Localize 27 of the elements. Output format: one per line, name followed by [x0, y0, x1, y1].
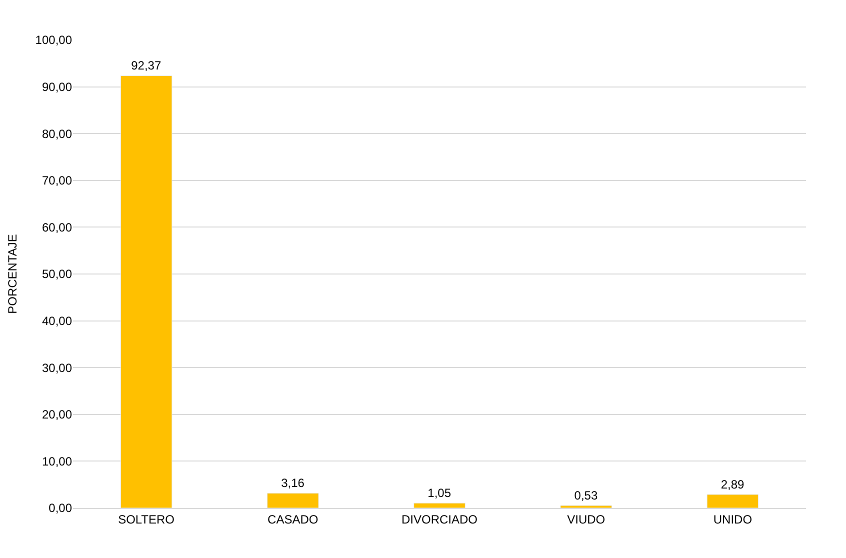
- data-label: 92,37: [131, 58, 162, 73]
- bar: [267, 492, 319, 508]
- y-tick-label: 70,00: [42, 174, 72, 188]
- y-tick-label: 30,00: [42, 360, 72, 375]
- y-tick-label: 100,00: [35, 33, 72, 48]
- data-label: 3,16: [281, 476, 305, 490]
- x-tick-label: VIUDO: [567, 512, 606, 526]
- x-tick-label: CASADO: [268, 512, 318, 526]
- y-tick-label: 40,00: [42, 314, 72, 328]
- y-tick-label: 60,00: [42, 220, 72, 234]
- y-tick-label: 80,00: [42, 126, 72, 141]
- data-label: 0,53: [574, 488, 598, 503]
- data-label: 2,89: [720, 477, 745, 492]
- bar: [120, 75, 172, 508]
- y-tick-label: 0,00: [48, 501, 72, 516]
- bar: [706, 494, 759, 508]
- x-tick-label: UNIDO: [713, 512, 752, 526]
- y-axis-title: PORCENTAJE: [6, 234, 20, 314]
- y-tick-label: 50,00: [42, 267, 72, 282]
- data-label: 1,05: [428, 486, 452, 500]
- y-tick-label: 90,00: [42, 80, 72, 94]
- y-tick-label: 10,00: [42, 454, 72, 468]
- y-tick-label: 20,00: [42, 408, 72, 422]
- bar: [560, 505, 612, 508]
- x-tick-label: DIVORCIADO: [401, 512, 478, 526]
- x-tick-label: SOLTERO: [118, 512, 175, 526]
- bar: [414, 502, 466, 508]
